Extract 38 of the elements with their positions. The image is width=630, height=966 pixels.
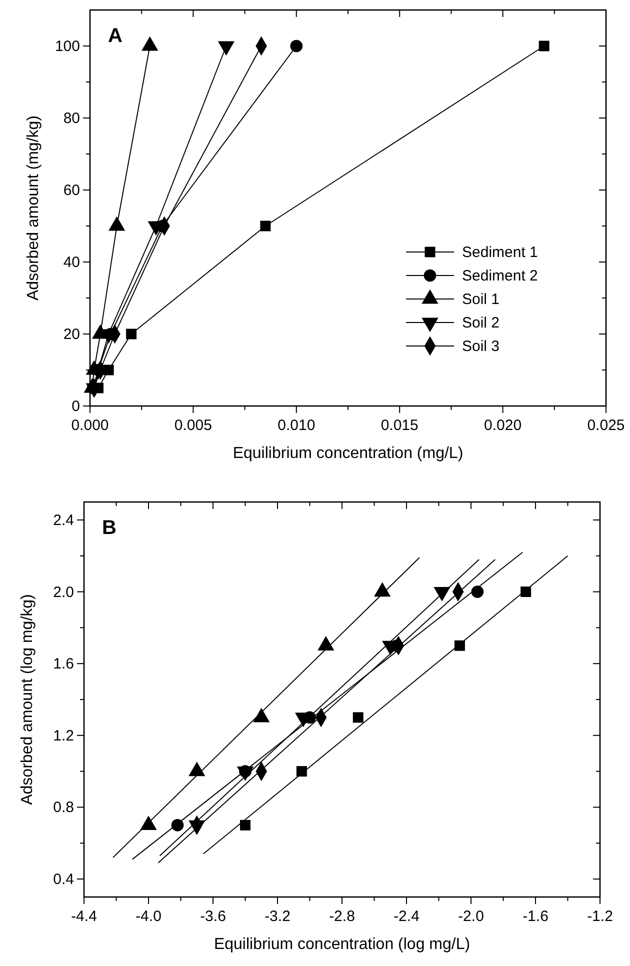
x-tick-label: -1.2 [587,908,613,925]
x-tick-label: -2.0 [458,908,484,925]
legend-label: Soil 3 [462,338,500,355]
y-tick-label: 100 [54,38,80,55]
x-tick-label: -3.6 [200,908,226,925]
legend-label: Sediment 2 [462,268,538,284]
x-tick-label: -1.6 [522,908,548,925]
annotation: A [108,25,122,47]
legend-label: Sediment 1 [462,244,538,261]
y-tick-label: 1.6 [53,656,74,673]
y-tick-label: 2.0 [53,584,74,601]
x-tick-label: 0.015 [380,417,418,434]
y-tick-label: 40 [63,254,80,271]
x-axis-title: Equilibrium concentration (log mg/L) [214,936,470,953]
x-tick-label: 0.010 [278,417,316,434]
x-axis-title: Equilibrium concentration (mg/L) [232,445,464,462]
x-tick-label: -2.4 [394,908,420,925]
annotation: B [102,517,116,539]
x-tick-label: 0.005 [174,417,212,434]
x-tick-label: -2.8 [329,908,355,925]
legend-label: Soil 2 [462,314,500,332]
y-tick-label: 0.4 [53,871,74,888]
x-tick-label: 0.020 [484,417,522,434]
y-tick-label: 0.8 [53,799,74,816]
x-tick-label: -3.2 [264,908,290,925]
x-tick-label: -4.0 [136,908,162,925]
y-tick-label: 1.2 [53,727,74,744]
y-tick-label: 80 [63,110,80,127]
x-tick-label: -4.4 [71,908,97,925]
legend-label: Soil 1 [462,291,500,308]
x-tick-label: 0.025 [587,417,625,434]
y-tick-label: 0 [72,398,80,415]
x-tick-label: 0.000 [71,417,109,434]
y-axis-title: Adsorbed amount (log mg/kg) [19,594,36,805]
y-tick-label: 20 [63,326,80,343]
y-axis-title: Adsorbed amount (mg/kg) [25,116,42,300]
y-tick-label: 2.4 [53,512,74,529]
y-tick-label: 60 [63,182,80,199]
